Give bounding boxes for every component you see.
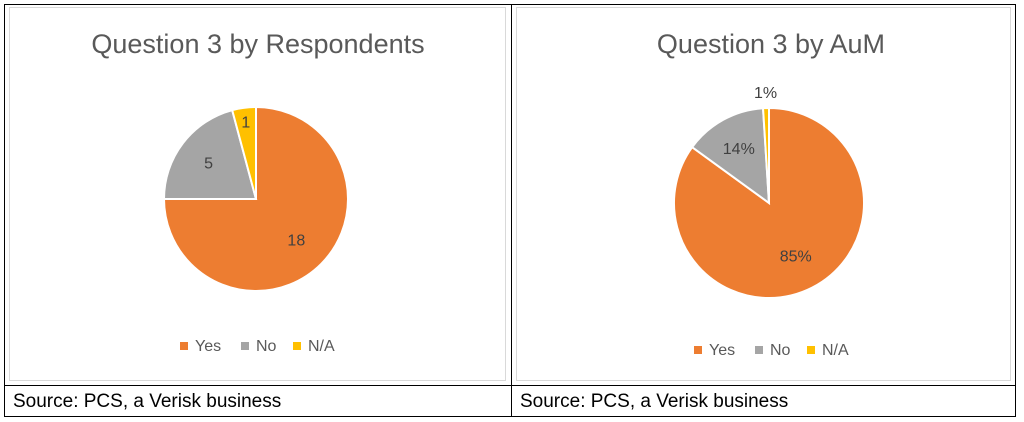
pie-slice-no	[162, 108, 258, 200]
chart-panel-aum: Question 3 by AuM 85% 14% 1% Yes No N/A	[516, 7, 1011, 381]
legend-swatch-n-a	[293, 342, 301, 350]
chart-title: Question 3 by AuM	[657, 29, 885, 59]
legend-entry-n-a: N/A	[308, 338, 335, 355]
legend-entry-no: No	[770, 342, 791, 359]
source-note-right: Source: PCS, a Verisk business	[520, 391, 789, 412]
column-divider	[511, 4, 512, 417]
pie-slice-yes	[162, 105, 349, 292]
data-label-yes: 18	[287, 232, 305, 249]
chart-title: Question 3 by Respondents	[91, 29, 424, 59]
pie-slice-no	[690, 107, 771, 206]
row-divider	[4, 385, 1016, 386]
legend-swatch-no	[241, 342, 249, 350]
table-frame	[4, 4, 1016, 417]
pie-chart-aum: Question 3 by AuM 85% 14% 1% Yes No N/A	[657, 29, 885, 359]
legend-swatch-no	[755, 346, 763, 354]
chart-panel-respondents: Question 3 by Respondents 18 5 1 Yes No N/A	[9, 7, 506, 381]
data-label-n-a: 1%	[754, 85, 777, 102]
pie-slice-n-a	[761, 106, 770, 204]
pie-slice-n-a	[230, 105, 257, 200]
data-label-yes: 85%	[780, 248, 812, 265]
legend-swatch-yes	[694, 346, 702, 354]
legend-swatch-n-a	[807, 346, 815, 354]
source-note-left: Source: PCS, a Verisk business	[13, 391, 282, 412]
legend-entry-yes: Yes	[709, 342, 735, 359]
legend-entry-yes: Yes	[195, 338, 221, 355]
legend-entry-n-a: N/A	[822, 342, 849, 359]
legend-swatch-yes	[180, 342, 188, 350]
data-label-no: 14%	[723, 141, 755, 158]
pie-chart-respondents: Question 3 by Respondents 18 5 1 Yes No N/A	[91, 29, 424, 355]
data-label-n-a: 1	[241, 114, 250, 131]
data-label-no: 5	[204, 156, 213, 173]
legend-entry-no: No	[256, 338, 277, 355]
